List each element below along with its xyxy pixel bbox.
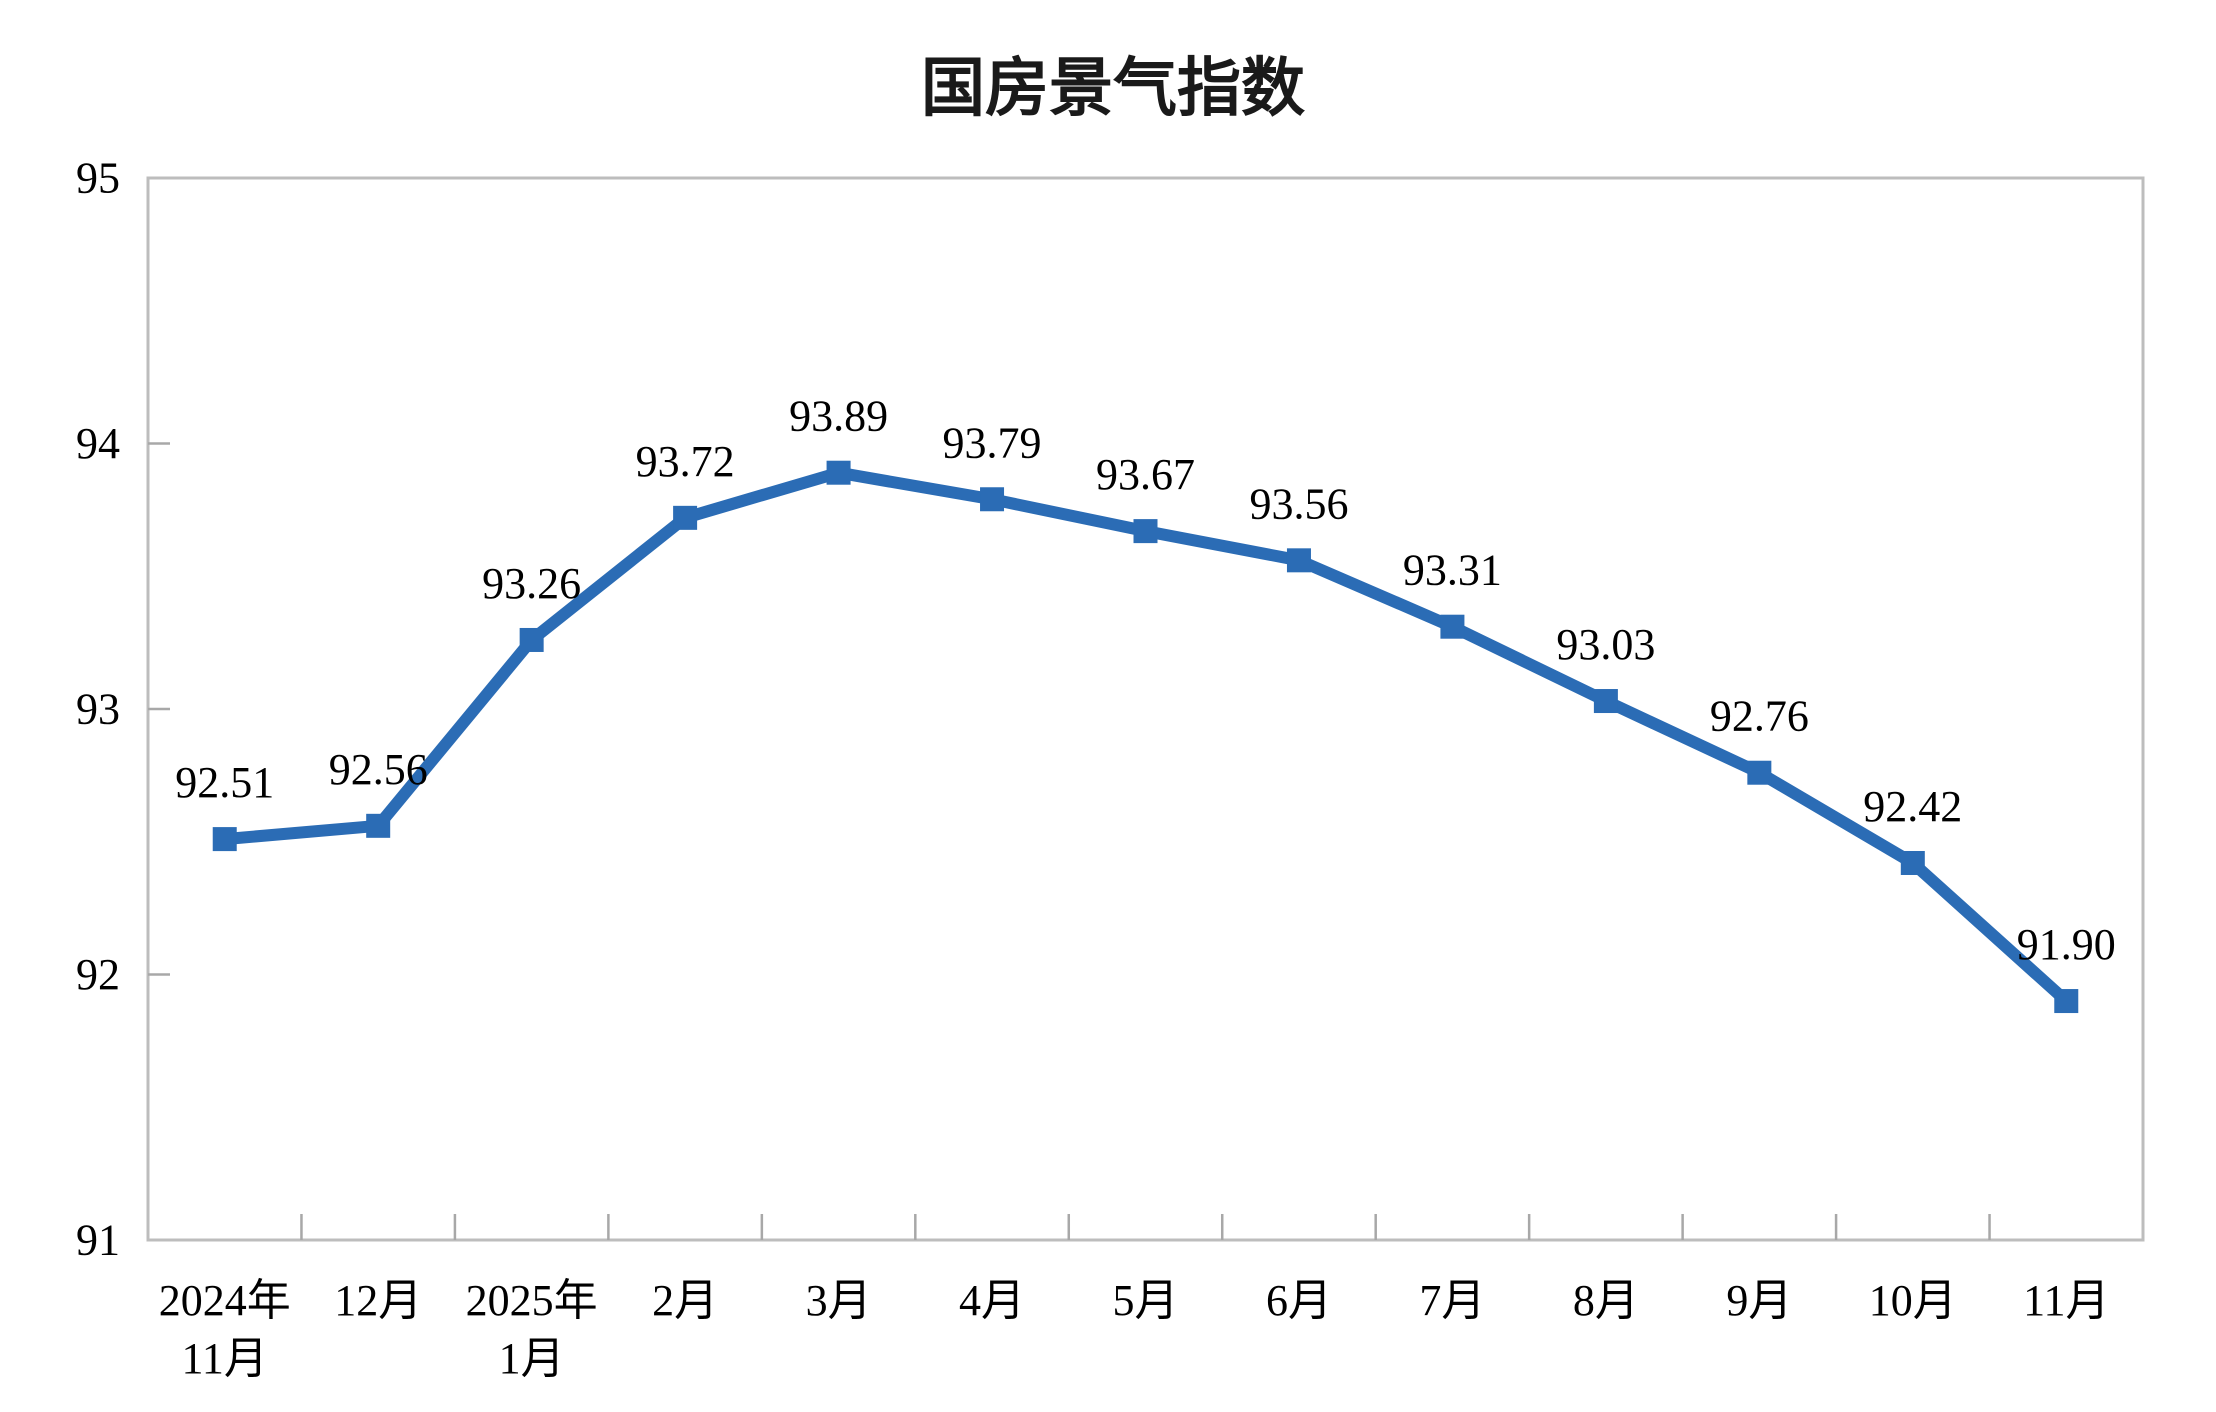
y-axis-tick-label: 91 bbox=[76, 1216, 120, 1265]
data-point-marker bbox=[1440, 614, 1465, 639]
data-point-label: 93.67 bbox=[1096, 450, 1195, 499]
data-point-marker bbox=[826, 460, 851, 485]
data-point-marker bbox=[1900, 850, 1925, 875]
x-axis-tick-label: 3月 bbox=[806, 1276, 872, 1325]
data-point-marker bbox=[1593, 689, 1618, 714]
x-axis-tick-label: 11月 bbox=[182, 1334, 268, 1383]
chart-title: 国房景气指数 bbox=[921, 52, 1305, 124]
x-axis-tick-label: 2月 bbox=[652, 1276, 718, 1325]
data-point-label: 93.72 bbox=[636, 437, 735, 486]
x-axis-tick-label: 5月 bbox=[1113, 1276, 1179, 1325]
data-point-marker bbox=[980, 487, 1005, 512]
x-axis-tick-label: 4月 bbox=[959, 1276, 1025, 1325]
data-point-label: 92.51 bbox=[175, 758, 274, 807]
data-point-label: 93.31 bbox=[1403, 546, 1502, 595]
data-point-label: 93.56 bbox=[1249, 479, 1348, 528]
y-axis-tick-label: 92 bbox=[76, 950, 120, 999]
data-point-marker bbox=[366, 813, 391, 838]
x-axis-tick-label: 12月 bbox=[334, 1276, 422, 1325]
x-axis-tick-label: 6月 bbox=[1266, 1276, 1332, 1325]
data-point-marker bbox=[1747, 760, 1772, 785]
data-point-label: 92.76 bbox=[1710, 692, 1809, 741]
data-point-marker bbox=[519, 627, 544, 652]
data-point-label: 92.42 bbox=[1863, 782, 1962, 831]
plot-border bbox=[146, 176, 2145, 1242]
x-axis-tick-label: 10月 bbox=[1869, 1276, 1957, 1325]
data-point-marker bbox=[673, 505, 698, 530]
x-axis-tick-label: 2024年 bbox=[159, 1276, 291, 1325]
data-point-marker bbox=[2054, 989, 2079, 1014]
data-point-label: 93.79 bbox=[943, 418, 1042, 467]
data-point-marker bbox=[1286, 548, 1311, 573]
y-axis-tick-label: 95 bbox=[76, 154, 120, 203]
data-point-label: 91.90 bbox=[2017, 920, 2116, 969]
x-axis-tick-label: 11月 bbox=[2023, 1276, 2109, 1325]
x-axis-tick-label: 2025年 bbox=[466, 1276, 598, 1325]
x-axis-tick-label: 1月 bbox=[499, 1334, 565, 1383]
data-point-label: 92.56 bbox=[329, 745, 428, 794]
data-point-label: 93.26 bbox=[482, 559, 581, 608]
y-axis-tick-label: 93 bbox=[76, 685, 120, 734]
x-axis-tick-label: 9月 bbox=[1726, 1276, 1792, 1325]
x-axis-tick-label: 8月 bbox=[1573, 1276, 1639, 1325]
plot-area: 91 92 93 94 95 2024年 11月 12月 2025年 1月 2月 3月 4月 5月 6月 7月… bbox=[76, 154, 2145, 1383]
x-axis-tick-label: 7月 bbox=[1419, 1276, 1485, 1325]
y-axis-tick-label: 94 bbox=[76, 419, 120, 468]
data-point-marker bbox=[212, 827, 237, 852]
data-point-marker bbox=[1133, 519, 1158, 544]
data-point-label: 93.89 bbox=[789, 392, 888, 441]
data-point-label: 93.03 bbox=[1556, 620, 1655, 669]
